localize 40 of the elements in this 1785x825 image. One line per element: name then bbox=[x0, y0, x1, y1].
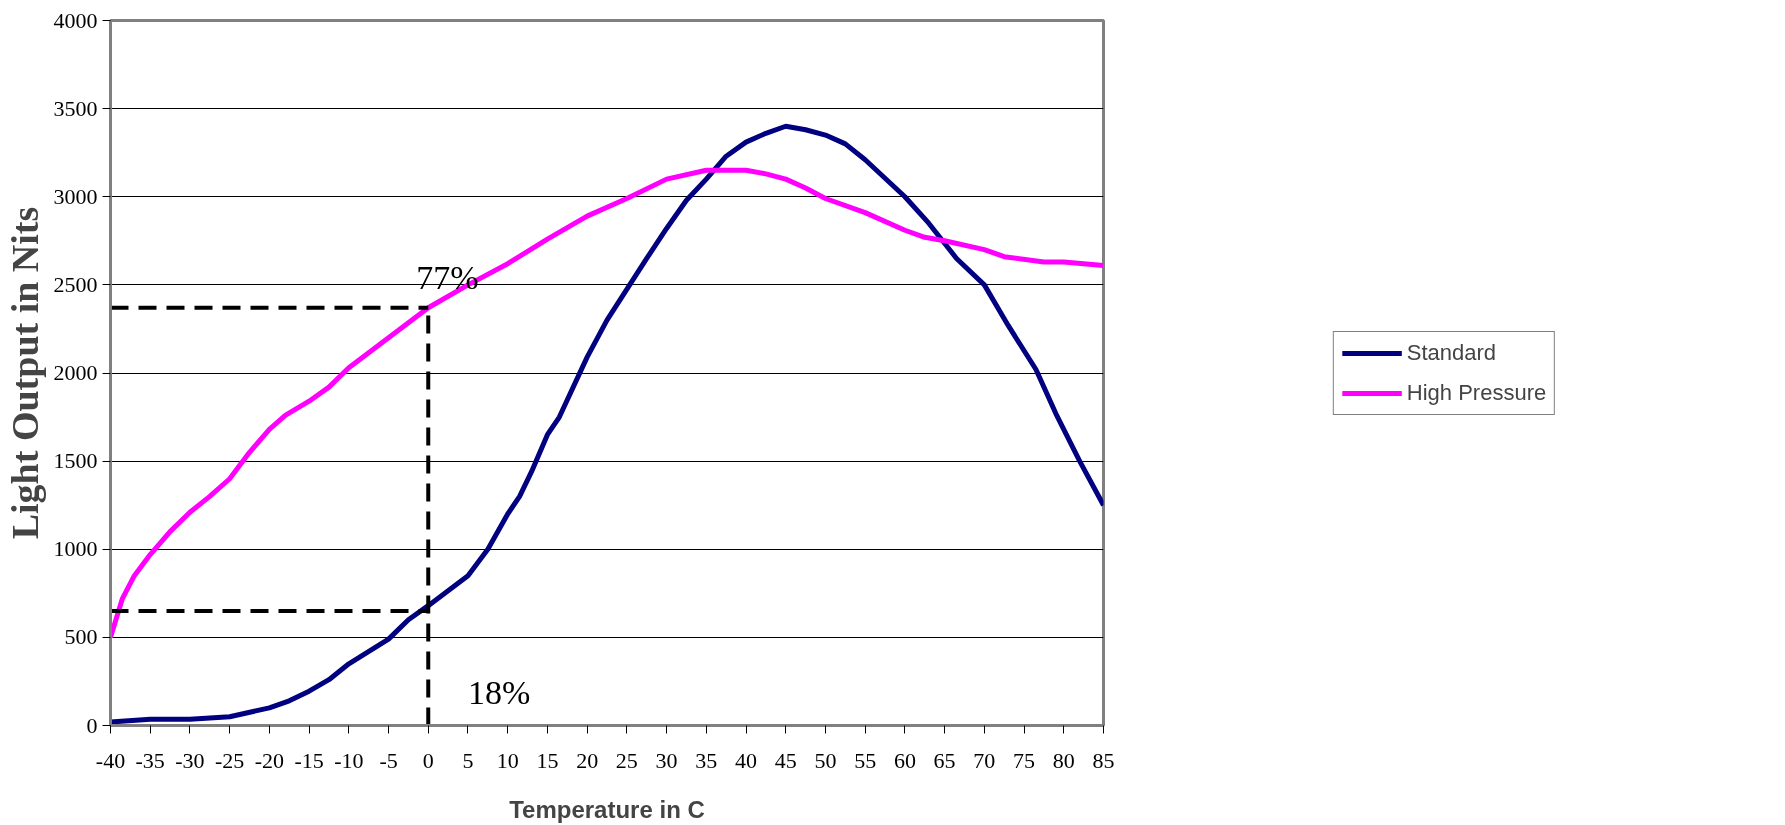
x-tick-label: 15 bbox=[536, 747, 559, 773]
x-tick-label: 30 bbox=[655, 747, 678, 773]
y-tick-label: 4000 bbox=[53, 7, 98, 33]
x-tick-label: -25 bbox=[215, 747, 245, 773]
y-tick-label: 0 bbox=[86, 712, 98, 738]
x-tick-label: -15 bbox=[294, 747, 324, 773]
y-tick-label: 500 bbox=[64, 624, 98, 650]
x-tick-label: 25 bbox=[615, 747, 638, 773]
x-tick-label: 0 bbox=[422, 747, 434, 773]
x-tick-label: 60 bbox=[893, 747, 916, 773]
legend-label: Standard bbox=[1406, 339, 1497, 366]
x-tick-label: 65 bbox=[933, 747, 956, 773]
y-tick-label: 2000 bbox=[53, 360, 98, 385]
x-tick-label: 85 bbox=[1092, 747, 1115, 773]
x-tick-label: 40 bbox=[735, 747, 758, 773]
y-tick-label: 3500 bbox=[53, 95, 98, 121]
x-tick-label: 35 bbox=[695, 747, 718, 773]
legend-label: High Pressure bbox=[1406, 379, 1547, 406]
x-tick-label: 5 bbox=[462, 747, 474, 773]
y-tick-label: 1500 bbox=[53, 448, 98, 474]
annotation: 18% bbox=[467, 674, 531, 712]
y-tick-label: 3000 bbox=[53, 183, 98, 209]
x-tick-label: 45 bbox=[774, 747, 797, 773]
x-tick-label: 50 bbox=[814, 747, 837, 773]
x-tick-label: 80 bbox=[1052, 747, 1075, 773]
x-tick-label: -5 bbox=[379, 747, 398, 773]
x-tick-label: -40 bbox=[95, 747, 126, 773]
x-tick-label: 55 bbox=[854, 747, 877, 773]
x-axis-title: Temperature in C bbox=[509, 795, 705, 823]
x-tick-label: 70 bbox=[973, 747, 996, 773]
y-tick-label: 1000 bbox=[53, 536, 98, 562]
x-tick-label: 10 bbox=[496, 747, 519, 773]
x-tick-label: -20 bbox=[254, 747, 285, 773]
x-tick-label: -10 bbox=[334, 747, 364, 773]
y-axis-title: Light Output in Nits bbox=[3, 206, 46, 540]
x-tick-label: 20 bbox=[576, 747, 599, 773]
y-tick-label: 2500 bbox=[53, 271, 98, 297]
x-tick-label: 75 bbox=[1013, 747, 1036, 773]
x-tick-label: -30 bbox=[175, 747, 205, 773]
x-tick-label: -35 bbox=[135, 747, 165, 773]
